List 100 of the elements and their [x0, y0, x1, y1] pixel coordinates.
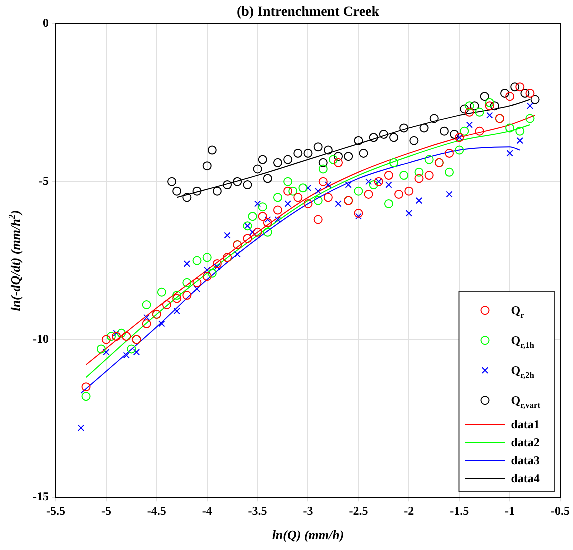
- point: [202, 253, 212, 262]
- point: [354, 136, 364, 146]
- x-tick-label: -4.5: [147, 504, 166, 518]
- point: [182, 193, 192, 202]
- point: [248, 212, 258, 222]
- point: [273, 193, 282, 202]
- point: [430, 114, 439, 124]
- point: [182, 291, 192, 300]
- y-tick-label: -5: [38, 174, 49, 188]
- point: [334, 158, 344, 168]
- point: [304, 148, 313, 158]
- point: [490, 102, 500, 111]
- x-axis-title: ln(Q) (mm/h): [272, 528, 344, 543]
- point: [516, 126, 525, 136]
- x-tick-label: -2: [404, 504, 414, 518]
- point: [315, 188, 322, 195]
- point: [516, 82, 525, 92]
- x-tick-label: -5.5: [46, 504, 66, 518]
- point: [486, 112, 494, 119]
- point: [406, 210, 412, 217]
- point: [298, 184, 308, 193]
- point: [510, 82, 520, 92]
- point: [172, 294, 182, 304]
- point: [390, 158, 399, 168]
- point: [314, 196, 323, 206]
- point: [192, 186, 202, 196]
- point: [420, 124, 429, 133]
- point: [394, 190, 404, 199]
- point: [294, 148, 303, 158]
- point: [284, 186, 293, 196]
- point: [325, 182, 332, 188]
- point: [359, 148, 368, 158]
- point: [314, 142, 323, 152]
- point: [369, 133, 378, 142]
- point: [102, 335, 111, 344]
- x-tick-label: -1.5: [450, 504, 470, 518]
- point: [314, 215, 323, 224]
- point: [500, 88, 510, 98]
- legend-label: data4: [511, 472, 540, 486]
- point: [284, 177, 293, 186]
- point: [506, 150, 514, 157]
- x-tick-label: -1: [505, 504, 516, 518]
- x-tick-label: -2.5: [349, 504, 368, 518]
- point: [214, 264, 221, 270]
- point: [520, 88, 530, 98]
- point: [465, 102, 474, 111]
- point: [172, 186, 182, 196]
- point: [345, 182, 352, 188]
- x-tick-label: -0.5: [551, 504, 570, 518]
- point: [263, 218, 272, 228]
- point: [304, 199, 313, 208]
- point: [258, 155, 268, 164]
- point: [208, 268, 217, 278]
- point: [157, 288, 166, 297]
- point: [233, 177, 242, 186]
- point: [162, 300, 172, 310]
- point: [243, 234, 252, 244]
- point: [424, 171, 434, 180]
- point: [400, 124, 409, 133]
- point: [369, 180, 378, 190]
- point: [249, 229, 256, 236]
- point: [424, 155, 434, 164]
- point: [410, 136, 419, 146]
- point: [485, 102, 494, 111]
- x-tick-label: -3.5: [248, 504, 268, 518]
- point: [192, 256, 202, 266]
- point: [465, 108, 474, 117]
- point: [364, 190, 374, 199]
- point: [82, 392, 91, 402]
- point: [253, 164, 262, 174]
- point: [344, 152, 354, 162]
- x-tick-label: -3: [303, 504, 314, 518]
- point: [450, 130, 460, 140]
- point: [328, 155, 338, 164]
- point: [158, 320, 166, 328]
- point: [82, 382, 91, 392]
- point: [480, 92, 490, 102]
- point: [440, 126, 449, 136]
- y-tick-label: -15: [32, 490, 49, 504]
- point: [194, 286, 201, 293]
- point: [263, 228, 272, 237]
- point: [288, 186, 298, 196]
- point: [526, 114, 535, 124]
- point: [446, 191, 453, 198]
- point: [460, 126, 470, 136]
- legend-label: data3: [511, 454, 540, 468]
- point: [174, 308, 180, 315]
- point: [212, 259, 222, 268]
- point: [202, 162, 212, 171]
- point: [324, 146, 333, 155]
- point: [96, 344, 106, 354]
- point: [223, 180, 232, 190]
- point: [386, 182, 392, 188]
- point: [416, 197, 423, 204]
- point: [127, 344, 136, 354]
- point: [445, 168, 454, 177]
- point: [445, 148, 454, 158]
- point: [142, 319, 152, 328]
- x-tick-label: -4: [202, 504, 212, 518]
- point: [379, 130, 388, 140]
